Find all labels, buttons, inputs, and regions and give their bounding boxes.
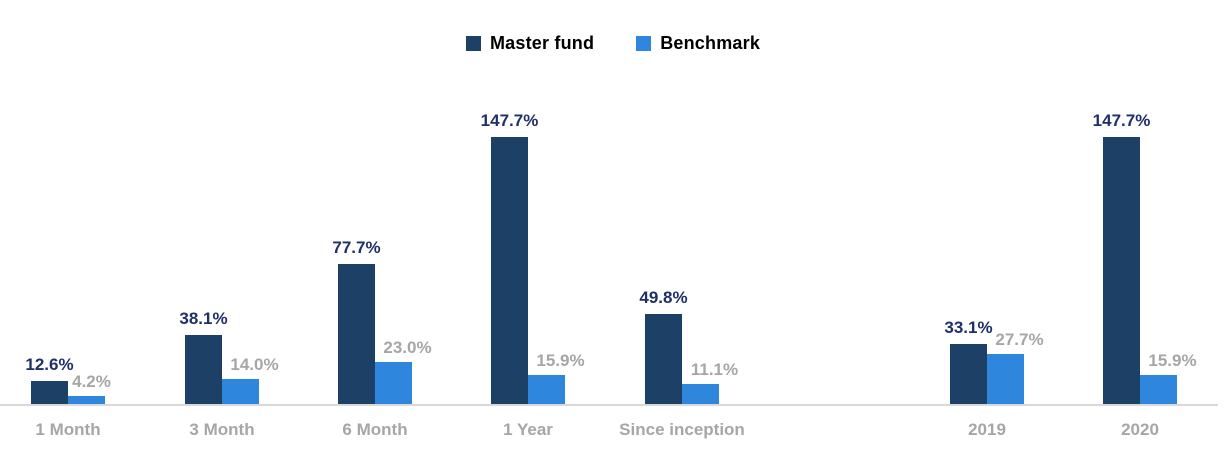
chart-legend: Master fund Benchmark [0,33,1226,54]
value-label-master-fund: 147.7% [1092,111,1151,130]
bar-benchmark [375,362,412,404]
legend-swatch-icon [465,36,481,51]
bar-master-fund [950,344,987,404]
category-label: 2019 [968,420,1006,439]
value-label-master-fund: 38.1% [179,309,228,328]
bar-benchmark [222,379,259,404]
legend-label: Master fund [489,33,595,53]
legend-item-master-fund: Master fund [465,33,595,54]
bar-master-fund [185,335,222,404]
bar-master-fund [1103,137,1140,404]
value-label-benchmark: 15.9% [1148,351,1197,370]
legend-item-benchmark: Benchmark [636,33,760,54]
x-axis-line [0,404,1218,406]
bar-benchmark [682,384,719,404]
bar-benchmark [987,354,1024,404]
value-label-benchmark: 14.0% [230,355,279,374]
value-label-benchmark: 23.0% [383,338,432,357]
value-label-benchmark: 11.1% [690,360,739,379]
value-label-master-fund: 77.7% [332,238,381,257]
category-label: 2020 [1121,420,1159,439]
bar-master-fund [338,264,375,404]
value-label-master-fund: 12.6% [25,355,74,374]
value-label-benchmark: 4.2% [72,372,111,391]
category-label: 1 Month [35,420,101,439]
bar-master-fund [491,137,528,404]
bar-benchmark [68,396,105,404]
value-label-benchmark: 27.7% [995,330,1044,349]
value-label-master-fund: 147.7% [480,111,539,130]
category-label: 1 Year [503,420,553,439]
bar-master-fund [31,381,68,404]
value-label-benchmark: 15.9% [536,351,585,370]
value-label-master-fund: 33.1% [944,318,993,337]
category-label: Since inception [619,420,745,439]
category-label: 6 Month [342,420,408,439]
legend-label: Benchmark [660,33,761,53]
category-label: 3 Month [189,420,255,439]
bar-benchmark [1140,375,1177,404]
bar-master-fund [645,314,682,404]
legend-swatch-icon [636,36,652,51]
bar-benchmark [528,375,565,404]
value-label-master-fund: 49.8% [639,288,688,307]
